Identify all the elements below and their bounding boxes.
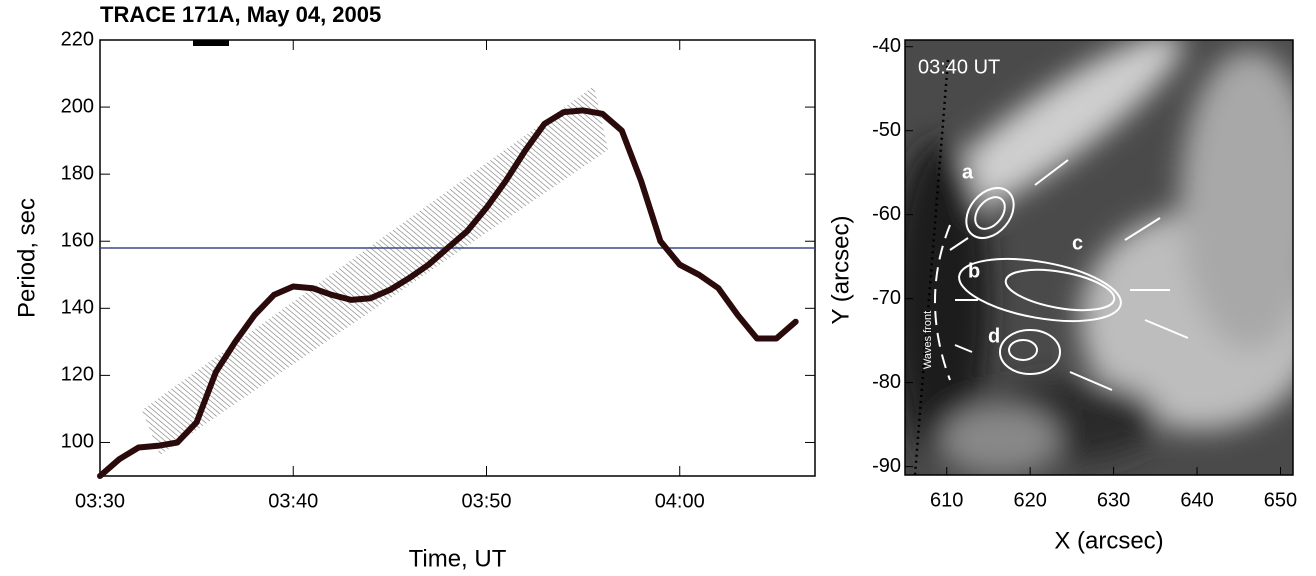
y-tick-label: 180: [61, 162, 94, 184]
y-tick-label: -80: [872, 371, 901, 393]
plot-frame: [99, 39, 816, 477]
image-background: [905, 40, 1293, 475]
fit-band: [142, 86, 608, 455]
x-tick-label: 630: [1097, 489, 1130, 511]
time-label: 03:40 UT: [918, 56, 1000, 78]
y-tick-label: 220: [61, 28, 94, 50]
y-tick-label: 200: [61, 95, 94, 117]
x-axis-label: Time, UT: [409, 545, 507, 572]
interval-bar: [193, 40, 229, 46]
region-label: c: [1072, 232, 1083, 254]
y-axis-label: Y (arcsec): [827, 216, 854, 325]
x-tick-label: 03:40: [268, 490, 318, 512]
y-tick-label: 160: [61, 230, 94, 252]
y-axis-label: Period, sec: [13, 198, 40, 318]
x-tick-label: 03:30: [75, 490, 125, 512]
x-tick-label: 04:00: [655, 490, 705, 512]
region-label: a: [962, 161, 974, 183]
y-tick-label: 100: [61, 431, 94, 453]
y-tick-label: 140: [61, 297, 94, 319]
wave-label: Waves front: [922, 311, 934, 369]
x-tick-label: 640: [1180, 489, 1213, 511]
x-tick-label: 620: [1013, 489, 1046, 511]
y-tick-label: -70: [872, 287, 901, 309]
chart-title: TRACE 171A, May 04, 2005: [100, 2, 381, 27]
y-tick-label: -50: [872, 119, 901, 141]
region-label: b: [968, 260, 980, 282]
y-tick-label: 120: [61, 364, 94, 386]
y-tick-label: -60: [872, 203, 901, 225]
y-tick-label: -40: [872, 35, 901, 57]
x-tick-label: 610: [930, 489, 963, 511]
x-tick-label: 650: [1264, 489, 1297, 511]
region-label: d: [988, 325, 1000, 347]
y-tick-label: -90: [872, 455, 901, 477]
x-axis-label: X (arcsec): [1054, 527, 1163, 554]
x-tick-label: 03:50: [461, 490, 511, 512]
plot-frame: [904, 39, 1294, 476]
data-line: [97, 107, 799, 479]
